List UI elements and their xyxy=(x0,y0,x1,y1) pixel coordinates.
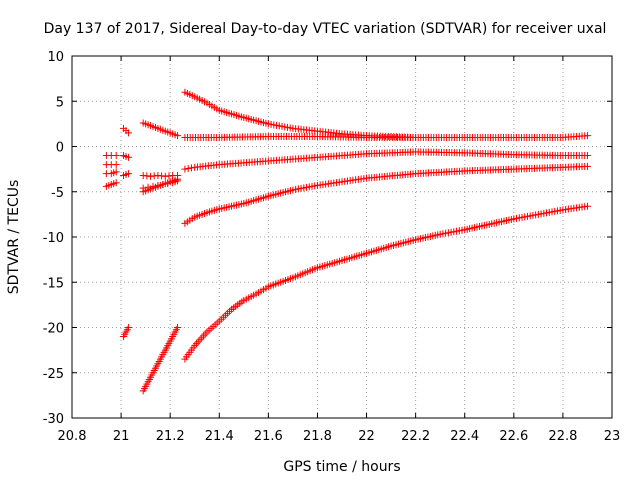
series-1 xyxy=(102,152,120,160)
y-tick-label: -15 xyxy=(43,276,64,291)
data-point xyxy=(139,184,147,192)
series-12 xyxy=(139,177,182,192)
grid-lines xyxy=(72,56,612,418)
series-5 xyxy=(120,152,132,161)
data-point xyxy=(181,165,189,173)
data-point xyxy=(112,161,120,169)
data-point xyxy=(124,129,132,137)
y-tick-label: 10 xyxy=(47,50,64,65)
data-point xyxy=(124,324,132,331)
data-point xyxy=(199,332,207,340)
series-3 xyxy=(102,168,120,178)
x-tick-label: 21.2 xyxy=(156,429,185,444)
data-point xyxy=(583,152,591,160)
axis-ticks: 20.8 21 21.2 21.4 21.6 21.8 22 22.2 22.4 22.6 22.8… xyxy=(43,50,621,444)
data-point xyxy=(144,183,152,191)
data-point xyxy=(124,153,132,161)
data-point xyxy=(198,334,206,342)
x-tick-label: 22.4 xyxy=(450,429,479,444)
series-17 xyxy=(181,162,591,227)
y-tick-label: -30 xyxy=(43,412,64,427)
data-point xyxy=(583,162,591,170)
data-point xyxy=(583,132,591,140)
data-point xyxy=(187,164,195,172)
x-axis-label: GPS time / hours xyxy=(283,459,400,475)
data-point xyxy=(192,340,200,348)
data-point xyxy=(184,165,192,173)
y-tick-label: -10 xyxy=(43,231,64,246)
x-tick-label: 23 xyxy=(604,429,621,444)
x-tick-label: 22.8 xyxy=(548,429,577,444)
x-tick-label: 22 xyxy=(358,429,375,444)
series-16 xyxy=(181,148,591,173)
series-9 xyxy=(139,119,182,140)
data-point xyxy=(583,202,591,210)
chart-title: Day 137 of 2017, Sidereal Day-to-day VTE… xyxy=(44,21,607,37)
data-point xyxy=(112,179,120,187)
plot-frame xyxy=(71,55,613,419)
data-point xyxy=(164,180,172,188)
y-axis-label: SDTVAR / TECUs xyxy=(6,180,22,295)
x-tick-label: 22.2 xyxy=(401,429,430,444)
x-tick-label: 21.8 xyxy=(303,429,332,444)
series-10 xyxy=(139,171,182,180)
data-point xyxy=(174,177,182,185)
series-18 xyxy=(181,202,591,363)
series-15 xyxy=(181,132,591,141)
series-2 xyxy=(102,161,120,169)
data-point xyxy=(159,181,167,189)
data-point xyxy=(112,168,120,176)
series-7 xyxy=(120,124,132,137)
data-point xyxy=(196,336,204,344)
y-tick-label: 0 xyxy=(56,141,64,156)
y-tick-label: 5 xyxy=(56,95,64,110)
series-14 xyxy=(181,88,420,141)
data-point xyxy=(124,170,132,178)
x-tick-label: 21 xyxy=(113,429,130,444)
series-6 xyxy=(120,170,132,179)
data-point xyxy=(112,152,120,160)
data-point xyxy=(154,181,162,189)
series-4 xyxy=(102,179,120,190)
y-tick-label: -25 xyxy=(43,367,64,382)
y-tick-label: -5 xyxy=(51,186,64,201)
x-tick-label: 21.6 xyxy=(254,429,283,444)
x-tick-label: 21.4 xyxy=(205,429,234,444)
data-point xyxy=(174,132,182,140)
x-tick-label: 20.8 xyxy=(58,429,87,444)
data-point xyxy=(194,338,202,346)
y-tick-label: -20 xyxy=(43,322,64,337)
series-8 xyxy=(120,324,132,341)
data-point xyxy=(149,182,157,190)
data-point xyxy=(174,324,182,331)
series-13 xyxy=(139,324,182,395)
data-points xyxy=(102,88,591,395)
data-point xyxy=(201,330,209,338)
x-tick-label: 22.6 xyxy=(499,429,528,444)
